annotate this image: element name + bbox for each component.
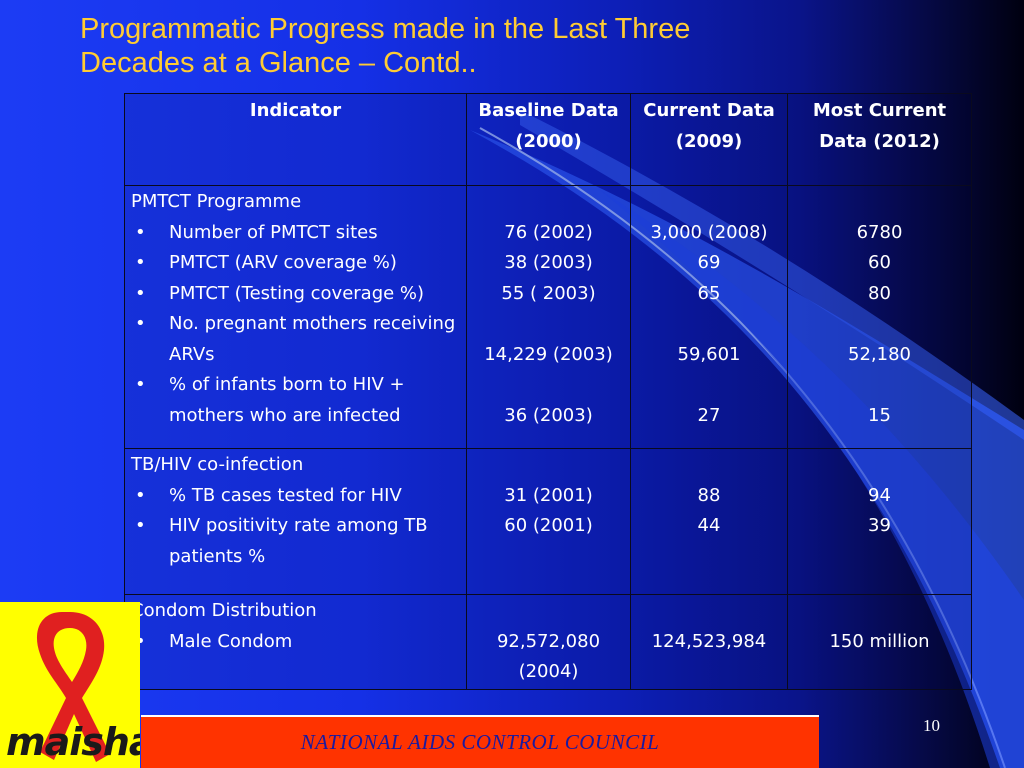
section-title: PMTCT Programme: [131, 191, 302, 212]
bullet-list: % TB cases tested for HIV HIV positivity…: [131, 481, 460, 573]
baseline-cell: 92,572,080 (2004): [466, 594, 631, 690]
cell-value: [473, 309, 624, 340]
cell-value: [473, 370, 624, 401]
bullet-list: Number of PMTCT sites PMTCT (ARV coverag…: [131, 218, 460, 432]
table-row: TB/HIV co-infection % TB cases tested fo…: [124, 448, 972, 595]
section-title: TB/HIV co-infection: [131, 454, 304, 475]
list-item: No. pregnant mothers receiving ARVs: [131, 309, 460, 370]
cell-value: 92,572,080 (2004): [496, 630, 601, 683]
cell-value: 38 (2003): [504, 252, 593, 273]
cell-value: 60: [868, 252, 891, 273]
list-item: PMTCT (ARV coverage %): [131, 248, 460, 279]
list-item: Number of PMTCT sites: [131, 218, 460, 249]
cell-value: [637, 187, 781, 218]
table-header-row: Indicator Baseline Data (2000) Current D…: [124, 93, 972, 186]
most-current-cell: 94 39: [787, 448, 972, 595]
cell-value: [794, 187, 965, 218]
cell-value: 3,000 (2008): [650, 221, 768, 243]
cell-value: 6780: [856, 221, 903, 243]
cell-value: [473, 450, 624, 481]
cell-value: 88: [697, 484, 721, 506]
cell-value: 44: [697, 515, 721, 536]
footer-text: NATIONAL AIDS CONTROL COUNCIL: [300, 730, 660, 754]
cell-value: 150 million: [829, 630, 930, 652]
header-current: Current Data (2009): [630, 93, 788, 186]
progress-table: Indicator Baseline Data (2000) Current D…: [124, 93, 972, 690]
indicator-cell: Condom Distribution Male Condom: [124, 594, 467, 690]
cell-value: 94: [868, 484, 891, 506]
cell-value: 80: [868, 282, 891, 304]
current-cell: 88 44: [630, 448, 788, 595]
current-cell: 3,000 (2008) 69 65 59,601 27: [630, 185, 788, 449]
slide-title-line-1: Programmatic Progress made in the Last T…: [80, 13, 691, 45]
red-ribbon-icon: [36, 612, 110, 762]
header-indicator: Indicator: [124, 93, 467, 186]
cell-value: 69: [697, 252, 721, 273]
table-row: Condom Distribution Male Condom 92,572,0…: [124, 594, 972, 690]
cell-value: 31 (2001): [504, 484, 593, 506]
cell-value: 65: [697, 282, 721, 304]
cell-value: 76 (2002): [504, 221, 593, 243]
cell-value: [794, 450, 965, 481]
list-item: % of infants born to HIV + mothers who a…: [131, 370, 460, 431]
cell-value: [637, 596, 781, 627]
cell-value: 60 (2001): [504, 515, 593, 536]
section-title: Condom Distribution: [131, 600, 317, 621]
cell-value: [637, 450, 781, 481]
baseline-cell: 76 (2002) 38 (2003) 55 ( 2003) 14,229 (2…: [466, 185, 631, 449]
page-number: 10: [923, 716, 940, 735]
maisha-logo: maisha!: [0, 602, 140, 768]
cell-value: [473, 187, 624, 218]
cell-value: [637, 370, 781, 401]
slide-title-line-2: Decades at a Glance – Contd..: [80, 47, 477, 79]
current-cell: 124,523,984: [630, 594, 788, 690]
baseline-cell: 31 (2001) 60 (2001): [466, 448, 631, 595]
list-item: HIV positivity rate among TB patients %: [131, 511, 460, 572]
cell-value: 124,523,984: [651, 630, 767, 652]
cell-value: 15: [868, 404, 891, 426]
list-item: PMTCT (Testing coverage %): [131, 279, 460, 310]
indicator-cell: PMTCT Programme Number of PMTCT sites PM…: [124, 185, 467, 449]
cell-value: 36 (2003): [504, 404, 593, 426]
cell-value: [794, 370, 965, 401]
most-current-cell: 6780 60 80 52,180 15: [787, 185, 972, 449]
cell-value: [794, 309, 965, 340]
cell-value: 59,601: [677, 343, 741, 365]
list-item: % TB cases tested for HIV: [131, 481, 460, 512]
cell-value: 55 ( 2003): [501, 282, 596, 304]
list-item: Male Condom: [131, 627, 460, 658]
cell-value: 27: [697, 404, 721, 426]
indicator-cell: TB/HIV co-infection % TB cases tested fo…: [124, 448, 467, 595]
footer-bar: NATIONAL AIDS CONTROL COUNCIL: [141, 715, 819, 768]
logo-text: maisha!: [6, 720, 140, 764]
cell-value: 52,180: [848, 343, 911, 365]
table-row: PMTCT Programme Number of PMTCT sites PM…: [124, 185, 972, 449]
slide-title: Programmatic Progress made in the Last T…: [80, 12, 690, 80]
cell-value: 14,229 (2003): [484, 343, 613, 365]
header-most-current: Most Current Data (2012): [787, 93, 972, 186]
cell-value: [637, 309, 781, 340]
cell-value: 39: [868, 515, 891, 536]
bullet-list: Male Condom: [131, 627, 460, 658]
cell-value: [473, 596, 624, 627]
header-baseline: Baseline Data (2000): [466, 93, 631, 186]
cell-value: [794, 596, 965, 627]
most-current-cell: 150 million: [787, 594, 972, 690]
